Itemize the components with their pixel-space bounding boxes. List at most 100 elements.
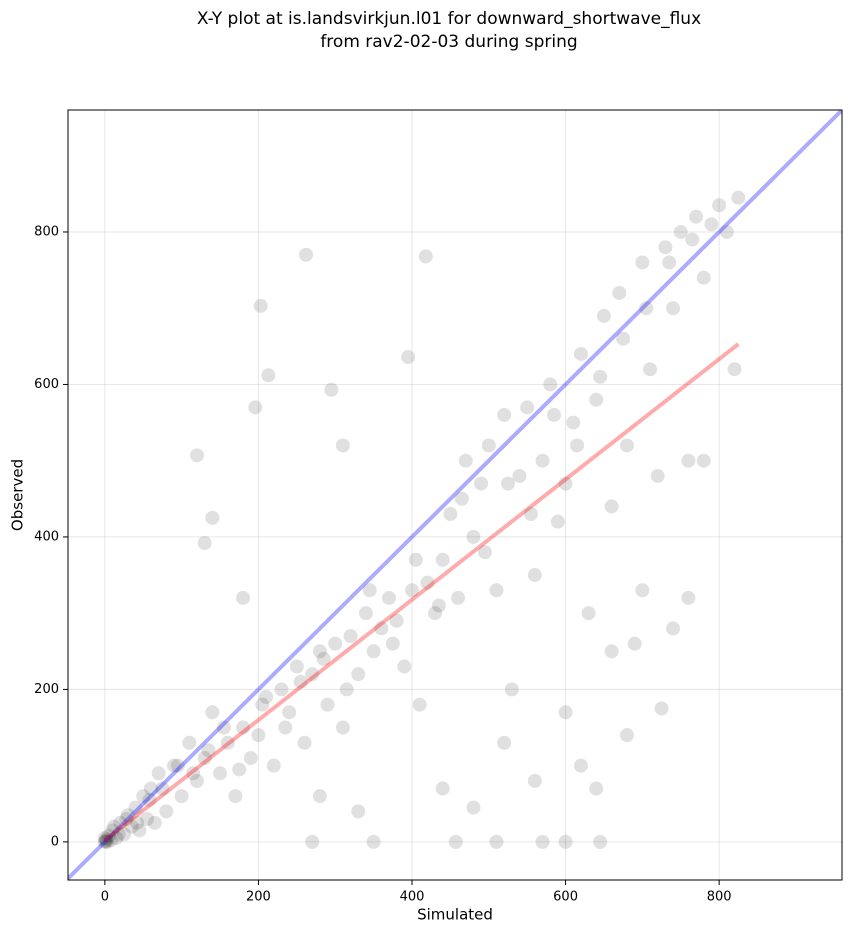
point — [639, 301, 654, 316]
point — [681, 590, 696, 605]
point — [477, 545, 492, 560]
point — [620, 728, 634, 743]
point — [166, 758, 181, 773]
point — [497, 735, 512, 750]
point — [111, 827, 126, 842]
point — [236, 590, 251, 605]
point — [527, 773, 542, 788]
point — [466, 800, 481, 815]
point — [589, 781, 604, 796]
point — [581, 606, 596, 621]
point — [197, 751, 212, 766]
point — [727, 362, 742, 377]
point — [616, 331, 631, 346]
point — [589, 392, 604, 407]
point — [228, 789, 243, 804]
point — [596, 308, 611, 323]
point — [604, 499, 619, 514]
point — [335, 720, 350, 735]
point — [155, 781, 170, 796]
point — [366, 834, 381, 849]
point — [236, 720, 251, 735]
point — [312, 789, 327, 804]
point — [712, 198, 727, 213]
point — [142, 792, 157, 807]
point — [604, 644, 619, 659]
point — [593, 834, 608, 849]
point — [535, 453, 550, 468]
point — [130, 815, 145, 830]
point — [681, 453, 696, 468]
point — [635, 255, 650, 270]
point — [201, 743, 216, 758]
point — [535, 834, 550, 849]
point — [266, 758, 281, 773]
point — [443, 507, 458, 522]
point — [140, 812, 155, 827]
point — [547, 407, 562, 422]
point — [389, 613, 404, 628]
point — [635, 583, 650, 598]
y-tick-label: 400 — [34, 529, 59, 544]
point — [666, 621, 681, 636]
point — [105, 823, 120, 838]
point — [454, 491, 469, 506]
point — [570, 438, 585, 453]
point — [190, 773, 204, 788]
point — [190, 448, 204, 463]
point — [305, 667, 320, 682]
point — [143, 781, 158, 796]
point — [251, 728, 266, 743]
plot-area — [68, 110, 842, 880]
point — [358, 606, 373, 621]
point — [412, 697, 427, 712]
point — [520, 400, 535, 415]
point — [643, 362, 658, 377]
point — [620, 438, 634, 453]
point — [685, 232, 700, 247]
point — [466, 529, 481, 544]
point — [420, 575, 435, 590]
point — [374, 621, 389, 636]
point — [458, 453, 473, 468]
point — [362, 583, 377, 598]
x-tick-label: 200 — [246, 890, 271, 905]
point — [117, 827, 132, 842]
point — [497, 407, 512, 422]
point — [489, 583, 504, 598]
point — [100, 834, 115, 849]
point — [719, 224, 734, 239]
point — [339, 682, 354, 697]
point — [297, 735, 312, 750]
point — [147, 815, 162, 830]
point — [558, 705, 573, 720]
point — [397, 659, 412, 674]
point — [566, 415, 581, 430]
point — [98, 834, 113, 849]
point — [174, 789, 189, 804]
point — [650, 468, 665, 483]
point — [205, 705, 220, 720]
point — [124, 819, 139, 834]
point — [704, 217, 719, 232]
x-axis-label: Simulated — [417, 906, 493, 924]
fit-line — [68, 110, 842, 880]
y-tick-label: 200 — [34, 682, 59, 697]
point — [418, 249, 433, 264]
point — [274, 682, 289, 697]
y-axis-label: Observed — [9, 459, 27, 531]
point — [351, 804, 366, 819]
point — [627, 636, 642, 651]
point — [428, 606, 443, 621]
point — [99, 832, 114, 847]
x-tick-label: 800 — [707, 890, 732, 905]
point — [136, 789, 151, 804]
point — [213, 766, 228, 781]
point — [673, 224, 688, 239]
point — [132, 823, 147, 838]
point — [97, 831, 112, 846]
point — [289, 659, 304, 674]
point — [385, 636, 400, 651]
point — [500, 476, 515, 491]
point — [662, 255, 677, 270]
